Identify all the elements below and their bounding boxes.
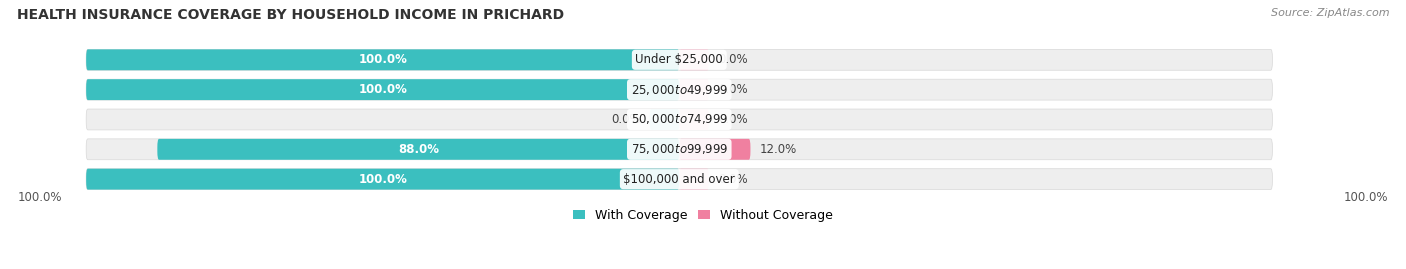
Text: 100.0%: 100.0%: [359, 173, 408, 186]
FancyBboxPatch shape: [679, 49, 709, 70]
FancyBboxPatch shape: [679, 139, 751, 160]
FancyBboxPatch shape: [86, 49, 679, 70]
Text: $100,000 and over: $100,000 and over: [623, 173, 735, 186]
Text: 100.0%: 100.0%: [359, 53, 408, 66]
Text: Under $25,000: Under $25,000: [636, 53, 723, 66]
FancyBboxPatch shape: [650, 109, 679, 130]
Text: 0.0%: 0.0%: [718, 113, 748, 126]
FancyBboxPatch shape: [86, 79, 1272, 100]
Text: $75,000 to $99,999: $75,000 to $99,999: [630, 142, 728, 156]
Text: 88.0%: 88.0%: [398, 143, 439, 156]
FancyBboxPatch shape: [86, 169, 679, 190]
Text: 100.0%: 100.0%: [1344, 190, 1388, 204]
FancyBboxPatch shape: [679, 79, 709, 100]
Text: 0.0%: 0.0%: [718, 83, 748, 96]
Text: 0.0%: 0.0%: [718, 53, 748, 66]
Text: 0.0%: 0.0%: [612, 113, 641, 126]
Text: HEALTH INSURANCE COVERAGE BY HOUSEHOLD INCOME IN PRICHARD: HEALTH INSURANCE COVERAGE BY HOUSEHOLD I…: [17, 8, 564, 22]
Text: 0.0%: 0.0%: [718, 173, 748, 186]
FancyBboxPatch shape: [86, 79, 679, 100]
FancyBboxPatch shape: [86, 109, 1272, 130]
FancyBboxPatch shape: [157, 139, 679, 160]
Text: $25,000 to $49,999: $25,000 to $49,999: [630, 83, 728, 97]
Text: 12.0%: 12.0%: [759, 143, 797, 156]
FancyBboxPatch shape: [86, 49, 1272, 70]
FancyBboxPatch shape: [86, 139, 1272, 160]
Text: Source: ZipAtlas.com: Source: ZipAtlas.com: [1271, 8, 1389, 18]
Text: 100.0%: 100.0%: [18, 190, 62, 204]
Legend: With Coverage, Without Coverage: With Coverage, Without Coverage: [568, 204, 838, 227]
FancyBboxPatch shape: [679, 169, 709, 190]
FancyBboxPatch shape: [679, 109, 709, 130]
Text: 100.0%: 100.0%: [359, 83, 408, 96]
FancyBboxPatch shape: [86, 169, 1272, 190]
Text: $50,000 to $74,999: $50,000 to $74,999: [630, 112, 728, 126]
